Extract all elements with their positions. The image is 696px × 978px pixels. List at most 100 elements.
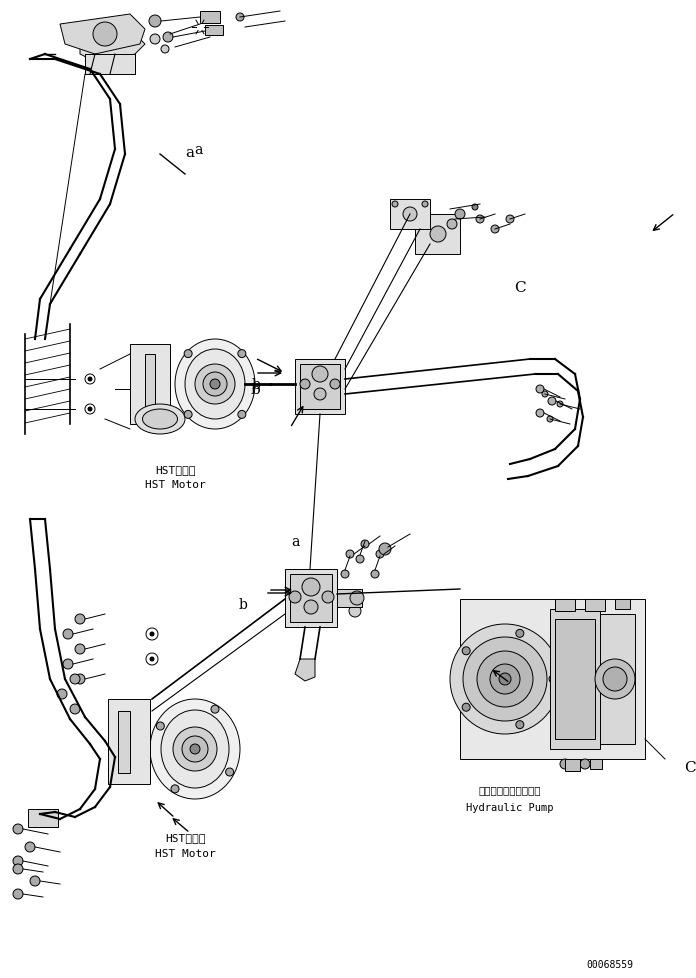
Circle shape — [13, 824, 23, 834]
Circle shape — [146, 628, 158, 641]
Circle shape — [93, 22, 117, 47]
Bar — [550, 609, 600, 749]
Bar — [145, 355, 155, 415]
Bar — [85, 55, 135, 75]
Polygon shape — [295, 659, 315, 682]
Text: a: a — [291, 534, 299, 549]
Bar — [585, 600, 605, 611]
Ellipse shape — [185, 350, 245, 420]
Circle shape — [392, 201, 398, 207]
Text: b: b — [251, 378, 260, 391]
Circle shape — [560, 759, 570, 770]
Bar — [555, 600, 575, 611]
Circle shape — [455, 210, 465, 220]
Circle shape — [420, 220, 430, 230]
Circle shape — [491, 226, 499, 234]
Circle shape — [30, 876, 40, 886]
Circle shape — [146, 653, 158, 665]
Circle shape — [342, 593, 352, 602]
Circle shape — [595, 659, 635, 699]
Bar — [28, 809, 58, 827]
Text: HST Motor: HST Motor — [145, 479, 205, 490]
Circle shape — [149, 16, 161, 28]
Text: C: C — [514, 281, 525, 294]
Circle shape — [490, 664, 520, 694]
Bar — [285, 569, 337, 627]
Circle shape — [88, 408, 92, 412]
Polygon shape — [80, 30, 145, 65]
Polygon shape — [60, 15, 145, 55]
Circle shape — [462, 703, 470, 711]
Circle shape — [171, 785, 179, 793]
Circle shape — [70, 674, 80, 685]
Circle shape — [236, 14, 244, 22]
Bar — [108, 699, 150, 784]
Circle shape — [516, 630, 524, 638]
Circle shape — [477, 651, 533, 707]
Circle shape — [379, 544, 391, 556]
Circle shape — [190, 744, 200, 754]
Bar — [205, 26, 223, 36]
Text: a: a — [185, 146, 194, 159]
Text: HSTモータ: HSTモータ — [165, 832, 205, 842]
Circle shape — [312, 367, 328, 382]
Ellipse shape — [143, 410, 177, 429]
Ellipse shape — [161, 710, 229, 788]
Circle shape — [349, 605, 361, 617]
Circle shape — [371, 570, 379, 578]
Circle shape — [403, 207, 417, 222]
Circle shape — [150, 633, 154, 637]
Circle shape — [238, 411, 246, 419]
Circle shape — [549, 676, 557, 684]
Circle shape — [75, 614, 85, 624]
Circle shape — [300, 379, 310, 389]
Bar — [300, 365, 340, 410]
Text: HST Motor: HST Motor — [155, 848, 215, 858]
Circle shape — [195, 365, 235, 405]
Circle shape — [542, 391, 548, 398]
Circle shape — [346, 551, 354, 558]
Circle shape — [350, 592, 364, 605]
Circle shape — [536, 385, 544, 393]
Circle shape — [13, 889, 23, 899]
Circle shape — [557, 402, 563, 408]
Circle shape — [238, 350, 246, 358]
Bar — [565, 759, 580, 772]
Circle shape — [376, 551, 384, 558]
Circle shape — [226, 768, 234, 777]
Circle shape — [472, 204, 478, 211]
Circle shape — [330, 379, 340, 389]
Circle shape — [150, 657, 154, 661]
Bar — [590, 759, 602, 770]
Bar — [200, 12, 220, 24]
Text: C: C — [684, 760, 696, 775]
Circle shape — [314, 388, 326, 401]
Text: b: b — [251, 382, 260, 397]
Bar — [390, 200, 430, 230]
Circle shape — [85, 405, 95, 415]
Text: HSTモータ: HSTモータ — [155, 465, 196, 474]
Bar — [555, 619, 595, 739]
Circle shape — [184, 411, 192, 419]
Circle shape — [322, 592, 334, 603]
Text: Hydraulic Pump: Hydraulic Pump — [466, 802, 554, 812]
Circle shape — [302, 578, 320, 597]
Circle shape — [25, 842, 35, 852]
Bar — [337, 590, 362, 607]
Ellipse shape — [175, 339, 255, 429]
Bar — [290, 574, 332, 622]
Text: a: a — [193, 143, 202, 156]
Circle shape — [211, 705, 219, 713]
Circle shape — [476, 216, 484, 224]
Circle shape — [462, 647, 470, 655]
Circle shape — [289, 592, 301, 603]
Circle shape — [210, 379, 220, 389]
Circle shape — [75, 645, 85, 654]
Circle shape — [75, 674, 85, 685]
Circle shape — [341, 570, 349, 578]
Circle shape — [150, 35, 160, 45]
Circle shape — [447, 220, 457, 230]
Bar — [295, 360, 345, 415]
Circle shape — [536, 410, 544, 418]
Bar — [615, 600, 630, 609]
